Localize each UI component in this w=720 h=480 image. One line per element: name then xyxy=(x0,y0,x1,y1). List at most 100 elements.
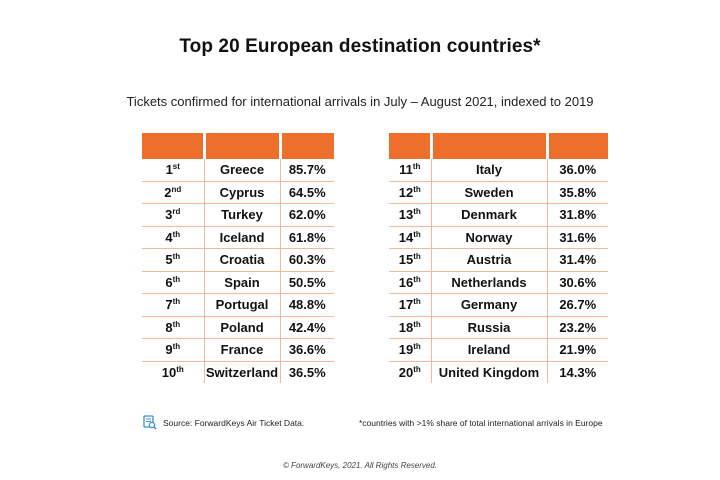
rank-cell: 17th xyxy=(389,293,431,317)
source-text: Source: ForwardKeys Air Ticket Data. xyxy=(163,417,305,428)
value-cell: 48.8% xyxy=(279,293,334,317)
country-cell: Austria xyxy=(430,248,547,272)
value-cell: 30.6% xyxy=(546,271,608,294)
rank-number: 6 xyxy=(165,274,173,290)
data-source-icon xyxy=(143,415,157,430)
table-header-row xyxy=(389,133,608,159)
rank-cell: 14th xyxy=(389,226,431,249)
table-row: 18th Russia 23.2% xyxy=(389,316,608,339)
chart-title: Top 20 European destination countries* xyxy=(179,36,541,57)
rank-cell: 11th xyxy=(389,159,431,182)
rank-cell: 4th xyxy=(142,226,204,249)
table-row: 10th Switzerland 36.5% xyxy=(142,361,334,383)
country-cell: Sweden xyxy=(430,181,547,204)
rank-number: 17 xyxy=(398,297,414,313)
rank-suffix: th xyxy=(413,342,421,352)
country-cell: United Kingdom xyxy=(430,361,547,383)
rank-cell: 20th xyxy=(389,361,431,383)
country-cell: Portugal xyxy=(203,293,280,317)
header-cell-value xyxy=(278,133,334,159)
table-row: 4th Iceland 61.8% xyxy=(142,226,334,249)
table-row: 8th Poland 42.4% xyxy=(142,316,334,339)
rank-suffix: th xyxy=(413,297,421,307)
copyright-notice: © ForwardKeys, 2021. All Rights Reserved… xyxy=(282,461,438,470)
value-cell: 31.8% xyxy=(546,203,608,227)
rank-number: 5 xyxy=(165,252,173,268)
ranking-table-right: 11th Italy 36.0% 12th Sweden 35.8% 13th Denmark… xyxy=(389,133,608,383)
country-cell: Iceland xyxy=(203,226,280,249)
rank-suffix: th xyxy=(413,364,421,374)
country-cell: Ireland xyxy=(430,338,547,362)
rank-suffix: th xyxy=(413,207,421,217)
rank-cell: 9th xyxy=(142,338,204,362)
table-row: 14th Norway 31.6% xyxy=(389,226,608,249)
rank-cell: 12th xyxy=(389,181,431,204)
rank-number: 1 xyxy=(165,162,173,178)
value-cell: 36.0% xyxy=(546,159,608,182)
rank-cell: 5th xyxy=(142,248,204,272)
rank-suffix: th xyxy=(172,274,181,284)
header-cell-rank xyxy=(142,133,204,159)
rank-cell: 1st xyxy=(142,159,204,182)
rank-suffix: rd xyxy=(172,207,181,217)
country-cell: France xyxy=(203,338,280,362)
rank-number: 10 xyxy=(161,364,177,380)
rank-number: 4 xyxy=(165,229,173,245)
value-cell: 31.6% xyxy=(546,226,608,249)
country-cell: Russia xyxy=(430,316,547,339)
footnote: *countries with >1% share of total inter… xyxy=(359,418,603,428)
rank-cell: 15th xyxy=(389,248,431,272)
table-row: 9th France 36.6% xyxy=(142,338,334,362)
table-row: 17th Germany 26.7% xyxy=(389,293,608,317)
rank-suffix: th xyxy=(172,342,181,352)
table-row: 16th Netherlands 30.6% xyxy=(389,271,608,294)
country-cell: Croatia xyxy=(203,248,280,272)
value-cell: 42.4% xyxy=(279,316,334,339)
source-note: Source: ForwardKeys Air Ticket Data. xyxy=(143,415,304,430)
rank-suffix: th xyxy=(413,252,421,262)
table-row: 15th Austria 31.4% xyxy=(389,248,608,272)
value-cell: 50.5% xyxy=(279,271,334,294)
ranking-table-left: 1st Greece 85.7% 2nd Cyprus 64.5% 3rd Turkey 62.… xyxy=(142,133,334,383)
table-row: 12th Sweden 35.8% xyxy=(389,181,608,204)
value-cell: 35.8% xyxy=(546,181,608,204)
rank-number: 7 xyxy=(165,297,173,313)
country-cell: Cyprus xyxy=(203,181,280,204)
rank-cell: 6th xyxy=(142,271,204,294)
value-cell: 62.0% xyxy=(279,203,334,227)
rank-cell: 10th xyxy=(142,361,204,383)
value-cell: 14.3% xyxy=(546,361,608,383)
value-cell: 85.7% xyxy=(279,159,334,182)
rank-number: 13 xyxy=(398,207,414,223)
country-cell: Denmark xyxy=(430,203,547,227)
value-cell: 60.3% xyxy=(279,248,334,272)
rank-number: 2 xyxy=(164,184,172,200)
rank-suffix: th xyxy=(172,297,181,307)
table-row: 5th Croatia 60.3% xyxy=(142,248,334,272)
header-cell-country xyxy=(202,133,280,159)
country-cell: Netherlands xyxy=(430,271,547,294)
ranking-rows-left: 1st Greece 85.7% 2nd Cyprus 64.5% 3rd Turkey 62.… xyxy=(142,159,334,383)
table-row: 6th Spain 50.5% xyxy=(142,271,334,294)
table-row: 13th Denmark 31.8% xyxy=(389,203,608,227)
table-row: 2nd Cyprus 64.5% xyxy=(142,181,334,204)
rank-cell: 16th xyxy=(389,271,431,294)
header-cell-value xyxy=(545,133,608,159)
value-cell: 26.7% xyxy=(546,293,608,317)
rank-number: 11 xyxy=(399,162,413,178)
table-header-row xyxy=(142,133,334,159)
table-row: 19th Ireland 21.9% xyxy=(389,338,608,362)
country-cell: Greece xyxy=(203,159,280,182)
country-cell: Norway xyxy=(430,226,547,249)
country-cell: Turkey xyxy=(203,203,280,227)
rank-cell: 2nd xyxy=(142,181,204,204)
rank-number: 18 xyxy=(398,319,414,335)
rank-cell: 8th xyxy=(142,316,204,339)
value-cell: 61.8% xyxy=(279,226,334,249)
rank-suffix: th xyxy=(176,364,184,374)
rank-number: 14 xyxy=(398,229,414,245)
country-cell: Italy xyxy=(430,159,547,182)
country-cell: Switzerland xyxy=(203,361,280,383)
country-cell: Germany xyxy=(430,293,547,317)
rank-suffix: th xyxy=(172,229,181,239)
